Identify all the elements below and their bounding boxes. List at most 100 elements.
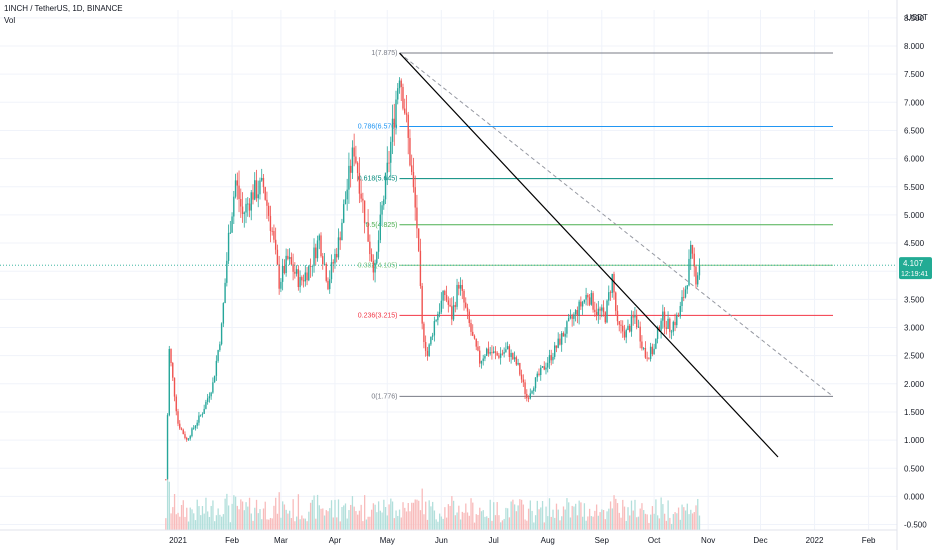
candle-body [219,344,221,351]
volume-bar [290,518,293,530]
volume-bar [243,510,245,530]
volume-bar [683,507,685,530]
candle-body [187,438,190,440]
volume-bar [580,502,582,530]
volume-bar [676,513,678,530]
volume-bar [548,498,551,530]
volume-bar [355,511,357,530]
volume-bar [268,519,270,530]
candle-body [423,323,425,343]
volume-bar [541,500,544,530]
volume-bar [697,498,699,530]
volume-bar [376,512,378,530]
candle-body [569,316,572,319]
volume-bar [667,500,669,530]
time-tick-label: Jul [489,536,499,545]
candle-body [336,253,338,258]
candle-body [550,355,552,361]
fib-level-label: 0.786(6.570) [358,124,398,131]
candle-body [344,199,347,205]
candle-body [494,351,497,353]
volume-bar [430,506,432,530]
volume-bar [508,517,511,530]
volume-bar [517,505,519,530]
candle-body [404,108,406,114]
candle-body [634,315,636,318]
candle-body [588,297,591,305]
candle-body [655,338,657,349]
volume-bar [435,519,437,530]
volume-bar [637,516,640,530]
volume-bar [182,500,184,530]
candle-body [571,316,573,319]
volume-bar [545,506,547,530]
volume-bar [346,518,348,530]
volume-bar [632,510,634,530]
volume-bar [234,496,237,530]
volume-bar [198,506,200,530]
candle-body [665,327,668,329]
volume-bar [588,508,591,530]
volume-bar [419,510,422,530]
candle-body [257,194,259,199]
candle-body [632,316,634,318]
price-tick-label: 6.500 [904,126,925,135]
candle-body [620,324,622,326]
volume-bar [351,496,354,530]
volume-bar [554,517,556,530]
volume-bar [175,514,177,530]
candle-body [667,318,669,329]
candle-body [362,198,364,201]
volume-bar [177,512,179,530]
candle-body [191,428,193,437]
candle-body [520,374,523,380]
trendline [399,52,779,458]
candle-body [179,423,181,429]
fib-level-label: 0(1.776) [371,393,397,400]
volume-bar [540,507,542,530]
candle-body [233,196,235,217]
volume-bar [250,513,252,530]
candle-body [510,352,512,357]
candle-body [301,277,303,281]
candle-body [294,271,296,274]
candle-body [424,342,427,351]
symbol-title: 1INCH / TetherUS, 1D, BINANCE [4,4,123,13]
price-axis: 8.500 8.000 7.500 7.000 6.500 6.000 5.500 5.000… [896,0,932,550]
candle-body [365,222,368,224]
volume-bar [456,512,458,530]
candle-body [208,396,211,399]
volume-bar [414,499,416,530]
volume-bar [522,504,525,530]
candle-body [339,237,341,241]
volume-bar [186,507,188,530]
volume-bar [562,506,565,530]
trendlines [0,52,897,458]
volume-bar [224,498,226,530]
candle-body [697,275,699,285]
candle-body [595,311,598,316]
candle-body [322,256,324,264]
volume-bar [651,506,654,530]
volume-bar [480,511,483,530]
volume-bar [259,509,261,530]
volume-bar [477,514,479,530]
volume-bar [620,517,622,530]
candle-body [377,240,380,252]
candle-body [302,280,305,282]
candle-body [512,352,514,360]
candle-body [428,344,430,356]
volume-bar [484,516,486,530]
time-tick-label: 2021 [169,536,187,545]
volume-bar [439,513,441,530]
volume-bar [344,503,347,530]
volume-bar [425,501,427,530]
volume-bar [227,505,230,530]
time-tick-label: Apr [329,536,342,545]
candle-body [480,360,483,364]
volume-bar [323,515,326,530]
candle-body [447,300,450,305]
volume-bar [629,515,631,530]
volume-bar [482,510,484,530]
